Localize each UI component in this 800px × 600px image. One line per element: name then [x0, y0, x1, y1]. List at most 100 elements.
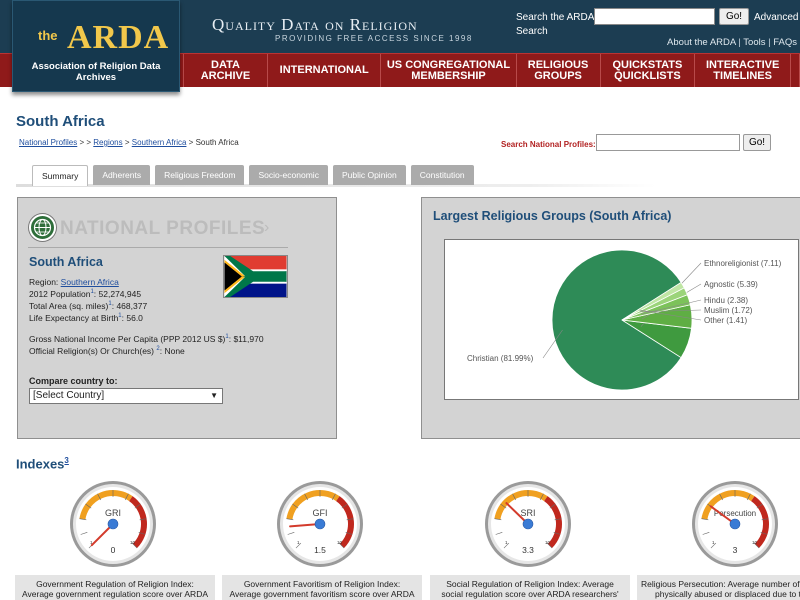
- gauge-tick: [304, 493, 309, 501]
- life-expectancy-footnote[interactable]: 1: [118, 313, 122, 320]
- faqs-link[interactable]: FAQs: [773, 37, 797, 48]
- breadcrumb-sep: > >: [77, 138, 94, 147]
- gauge-tick: [553, 532, 561, 535]
- region-link[interactable]: Southern Africa: [60, 277, 119, 287]
- tools-link[interactable]: Tools: [743, 37, 766, 48]
- tab-socio-economic[interactable]: Socio-economic: [249, 165, 328, 185]
- globe-icon: [29, 214, 56, 241]
- tab-adherents[interactable]: Adherents: [93, 165, 151, 185]
- chart-area: Christian (81.99%) Ethnoreligionist (7.11…: [444, 239, 799, 400]
- sri-description: Social Regulation of Religion Index: Ave…: [430, 575, 630, 600]
- compare-country-select[interactable]: [Select Country] ▼: [29, 388, 223, 404]
- breadcrumb-regions[interactable]: Regions: [93, 138, 123, 147]
- gni-line: Gross National Income Per Capita (PPP 20…: [29, 334, 264, 344]
- gauge-tick: [702, 532, 710, 535]
- region-label: Region:: [29, 277, 61, 287]
- tagline-title: Quality Data on Religion: [212, 15, 418, 34]
- tab-summary[interactable]: Summary: [32, 165, 89, 186]
- gauge-tick: [710, 542, 717, 549]
- arda-search-go-button[interactable]: Go!: [719, 8, 749, 25]
- area-value: : 468,377: [111, 301, 148, 311]
- south-africa-flag-icon: [223, 255, 288, 298]
- gauge-tick: [495, 532, 503, 535]
- arda-logo[interactable]: the ARDA Association of Religion Data Ar…: [12, 0, 180, 92]
- persecution-description: Religious Persecution: Average number of…: [637, 575, 800, 600]
- gauge-tick: [539, 493, 544, 501]
- search-label-2: Search: [516, 26, 548, 37]
- gauge-label-sri: SRI: [520, 508, 535, 518]
- nav-us-congregational-membership[interactable]: US CONGREGATIONAL MEMBERSHIP: [380, 54, 515, 87]
- arda-search-input[interactable]: [594, 8, 715, 25]
- pie-leader-line: [542, 329, 563, 359]
- official-religion-label: Official Religion(s) Or Church(es): [29, 346, 157, 356]
- pie-label-other: Other (1.41): [704, 316, 747, 325]
- breadcrumb-national-profiles[interactable]: National Profiles: [19, 138, 78, 147]
- tab-public-opinion[interactable]: Public Opinion: [332, 165, 406, 185]
- nav-interactive-timelines[interactable]: INTERACTIVE TIMELINES: [694, 54, 790, 87]
- gauge-tick: [131, 542, 138, 549]
- breadcrumb-southern-africa[interactable]: Southern Africa: [131, 138, 187, 147]
- site-header: the ARDA Association of Religion Data Ar…: [0, 0, 800, 92]
- tab-constitution[interactable]: Constitution: [410, 165, 474, 185]
- compare-country-label: Compare country to:: [29, 376, 118, 386]
- gauge-tick: [701, 518, 709, 521]
- indexes-title-text: Indexes: [16, 456, 65, 472]
- persecution-gauge: 1 10 Persecution 3: [692, 481, 778, 567]
- tab-religious-freedom[interactable]: Religious Freedom: [155, 165, 245, 185]
- national-profiles-search-input[interactable]: [596, 134, 740, 151]
- tagline-subtitle: PROVIDING FREE ACCESS SINCE 1998: [275, 34, 473, 43]
- area-label: Total Area (sq. miles): [29, 301, 109, 311]
- gauge-tick: [138, 532, 146, 535]
- gauge-tick: [345, 532, 353, 535]
- breadcrumb: National Profiles > > Regions > Southern…: [19, 138, 239, 147]
- search-label: Search the ARDA: [516, 12, 595, 23]
- gauge-hub: [729, 518, 741, 530]
- pie-leader-line: [639, 309, 702, 321]
- national-profiles-go-button[interactable]: Go!: [743, 134, 771, 151]
- indexes-footnote[interactable]: 3: [64, 456, 69, 465]
- gfi-gauge: 1 10 GFI 1.5: [277, 481, 363, 567]
- nav-data-archive[interactable]: DATA ARCHIVE: [183, 54, 267, 87]
- population-value: : 52,274,945: [93, 289, 142, 299]
- pie-label-ethnoreligionist: Ethnoreligionist (7.11): [704, 259, 782, 268]
- breadcrumb-sep: >: [122, 138, 132, 147]
- religious-groups-pie-chart: Christian (81.99%) Ethnoreligionist (7.11…: [467, 249, 782, 391]
- advanced-search-link[interactable]: Advanced: [754, 12, 799, 23]
- life-expectancy-line: Life Expectancy at Birth1: 56.0: [29, 313, 143, 323]
- gauge-band-orange: [494, 490, 548, 520]
- breadcrumb-current: South Africa: [195, 138, 239, 147]
- gauge-tick: [331, 493, 336, 501]
- gauge-scale-max: 10: [545, 540, 551, 545]
- country-name: South Africa: [29, 255, 103, 269]
- gni-footnote[interactable]: 1: [225, 334, 229, 341]
- gauge-scale-min: 1: [505, 540, 508, 545]
- gauge-label-gfi: GFI: [313, 508, 328, 518]
- gauge-band-orange: [286, 490, 340, 520]
- gauge-band-red: [128, 496, 147, 549]
- pie-label-agnostic: Agnostic (5.39): [704, 280, 758, 289]
- top-links: About the ARDA | Tools | FAQs: [667, 37, 797, 48]
- gauge-label-persecution: Persecution: [714, 509, 756, 518]
- gauge-value-sri: 3.3: [522, 545, 534, 555]
- about-link[interactable]: About the ARDA: [667, 37, 736, 48]
- nav-quickstats-quicklists[interactable]: QUICKSTATS QUICKLISTS: [599, 54, 695, 87]
- gauge-band-red: [543, 496, 562, 549]
- pie-label-christian: Christian (81.99%): [467, 354, 534, 363]
- page-title: South Africa: [16, 113, 105, 130]
- population-footnote[interactable]: 1: [90, 289, 94, 296]
- gfi-desc-line-1: Government Favoritism of Religion Index:: [243, 579, 401, 589]
- gauge-tick: [512, 493, 517, 501]
- gauge-tick: [746, 493, 751, 501]
- nav-international[interactable]: INTERNATIONAL: [266, 54, 380, 87]
- gauge-value-gri: 0: [111, 545, 116, 555]
- pie-slice-christian[interactable]: [551, 249, 682, 391]
- official-religion-footnote[interactable]: 2: [156, 346, 160, 353]
- logo-name: ARDA: [67, 19, 170, 56]
- pie-slice-other[interactable]: [621, 281, 685, 321]
- area-footnote[interactable]: 1: [108, 301, 112, 308]
- nav-religious-groups[interactable]: RELIGIOUS GROUPS: [515, 54, 600, 87]
- gri-gauge: 1 10 GRI 0: [70, 481, 156, 567]
- gauge-band-red: [750, 496, 769, 549]
- gauge-tick: [295, 542, 302, 549]
